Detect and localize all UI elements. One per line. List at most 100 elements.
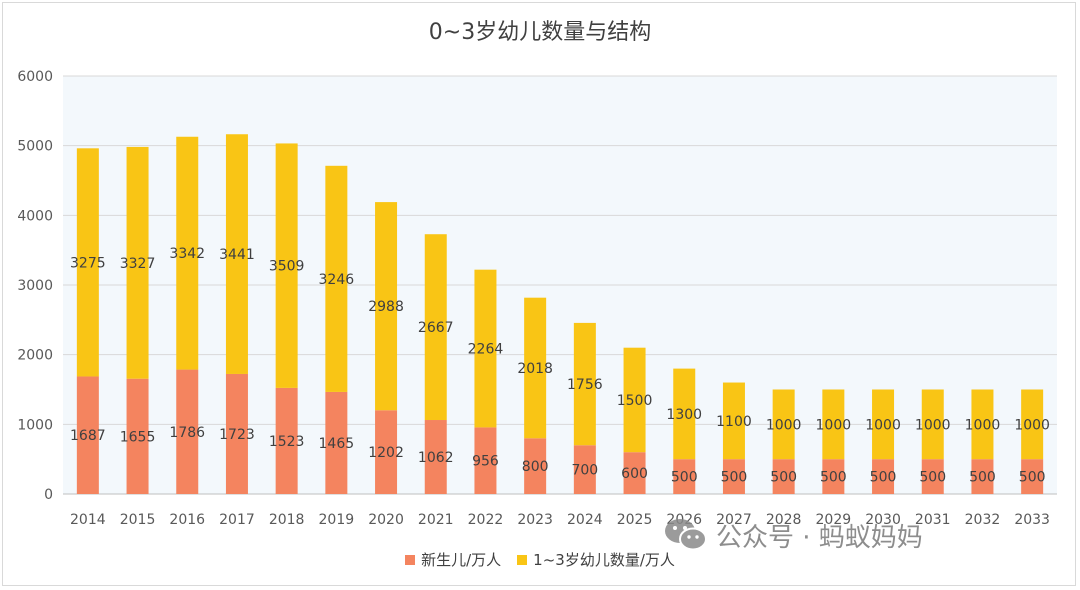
data-label: 500 xyxy=(919,470,946,486)
x-tick-label: 2017 xyxy=(219,512,255,528)
data-label: 1786 xyxy=(169,425,205,441)
data-label: 1500 xyxy=(617,393,653,409)
data-label: 1000 xyxy=(766,417,802,433)
x-tick-label: 2029 xyxy=(816,512,852,528)
bar-newborn xyxy=(275,387,298,494)
bar-toddler xyxy=(474,269,497,428)
bar-toddler xyxy=(772,389,795,460)
bar-newborn xyxy=(225,373,248,494)
bar-toddler xyxy=(275,143,298,388)
bar-newborn xyxy=(971,459,994,494)
y-tick-label: 4000 xyxy=(17,208,53,224)
bar-newborn xyxy=(176,369,199,494)
x-tick-label: 2021 xyxy=(418,512,454,528)
data-label: 3275 xyxy=(70,255,106,271)
x-tick-label: 2033 xyxy=(1014,512,1050,528)
data-label: 700 xyxy=(571,463,598,479)
bar-newborn xyxy=(673,459,696,494)
y-tick-label: 2000 xyxy=(17,348,53,364)
data-label: 1523 xyxy=(269,434,305,450)
chart-legend: 新生儿/万人 1~3岁幼儿数量/万人 xyxy=(0,549,1080,570)
bar-toddler xyxy=(375,202,398,411)
bar-toddler xyxy=(76,148,99,377)
bar-toddler xyxy=(126,146,149,379)
x-tick-label: 2025 xyxy=(617,512,653,528)
legend-swatch-newborn xyxy=(405,554,416,565)
x-tick-label: 2014 xyxy=(70,512,106,528)
data-label: 3246 xyxy=(319,272,355,288)
bar-toddler xyxy=(722,382,745,460)
bar-newborn xyxy=(474,427,497,494)
data-label: 500 xyxy=(820,470,847,486)
bar-newborn xyxy=(325,391,348,494)
data-label: 3327 xyxy=(120,256,156,272)
data-label: 1000 xyxy=(816,417,852,433)
bar-toddler xyxy=(573,322,596,446)
bar-newborn xyxy=(772,459,795,494)
data-label: 3441 xyxy=(219,247,255,263)
data-label: 500 xyxy=(1019,470,1046,486)
bar-toddler xyxy=(424,234,447,421)
x-tick-label: 2030 xyxy=(865,512,901,528)
data-label: 1202 xyxy=(368,445,404,461)
data-label: 1300 xyxy=(666,407,702,423)
bar-toddler xyxy=(225,134,248,374)
data-label: 500 xyxy=(770,470,797,486)
legend-label-newborn: 新生儿/万人 xyxy=(421,551,502,569)
chart-title: 0~3岁幼儿数量与结构 xyxy=(428,20,652,45)
watermark: 公众号 · 蚂蚁妈妈 xyxy=(662,516,923,554)
bar-newborn xyxy=(524,438,547,494)
x-tick-label: 2018 xyxy=(269,512,305,528)
x-tick-label: 2022 xyxy=(468,512,504,528)
data-label: 1655 xyxy=(120,429,156,445)
data-label: 1465 xyxy=(319,436,355,452)
x-tick-label: 2032 xyxy=(965,512,1001,528)
y-tick-label: 0 xyxy=(44,487,53,503)
data-label: 800 xyxy=(522,459,549,475)
data-label: 3509 xyxy=(269,259,305,275)
x-tick-label: 2015 xyxy=(120,512,156,528)
x-tick-label: 2023 xyxy=(517,512,553,528)
legend-item-newborn: 新生儿/万人 xyxy=(405,549,501,570)
bar-newborn xyxy=(722,459,745,494)
bar-toddler xyxy=(1021,389,1044,460)
bar-toddler xyxy=(822,389,845,460)
data-label: 500 xyxy=(671,470,698,486)
bar-toddler xyxy=(872,389,895,460)
data-label: 1000 xyxy=(915,417,951,433)
data-label: 1000 xyxy=(865,417,901,433)
x-tick-label: 2020 xyxy=(368,512,404,528)
x-tick-label: 2027 xyxy=(716,512,752,528)
data-label: 500 xyxy=(721,470,748,486)
x-tick-label: 2016 xyxy=(169,512,205,528)
data-label: 1723 xyxy=(219,427,255,443)
bar-newborn xyxy=(1021,459,1044,494)
data-label: 1000 xyxy=(1014,417,1050,433)
data-label: 500 xyxy=(969,470,996,486)
bar-newborn xyxy=(573,445,596,494)
data-label: 1000 xyxy=(965,417,1001,433)
data-label: 2018 xyxy=(517,361,553,377)
x-tick-label: 2031 xyxy=(915,512,951,528)
data-label: 2264 xyxy=(468,342,504,358)
data-label: 3342 xyxy=(169,246,205,262)
bar-newborn xyxy=(126,378,149,494)
bar-toddler xyxy=(623,347,646,453)
legend-item-toddler: 1~3岁幼儿数量/万人 xyxy=(517,549,675,570)
bar-newborn xyxy=(375,410,398,494)
bar-newborn xyxy=(623,452,646,494)
legend-label-toddler: 1~3岁幼儿数量/万人 xyxy=(533,551,675,569)
bar-toddler xyxy=(673,368,696,460)
bar-newborn xyxy=(424,420,447,494)
bar-newborn xyxy=(872,459,895,494)
bar-toddler xyxy=(971,389,994,460)
y-tick-label: 6000 xyxy=(17,69,53,85)
data-label: 1687 xyxy=(70,428,106,444)
bar-toddler xyxy=(524,297,547,439)
bar-newborn xyxy=(76,376,99,494)
x-tick-label: 2024 xyxy=(567,512,603,528)
bar-toddler xyxy=(176,136,199,370)
data-label: 600 xyxy=(621,466,648,482)
data-label: 2667 xyxy=(418,320,454,336)
